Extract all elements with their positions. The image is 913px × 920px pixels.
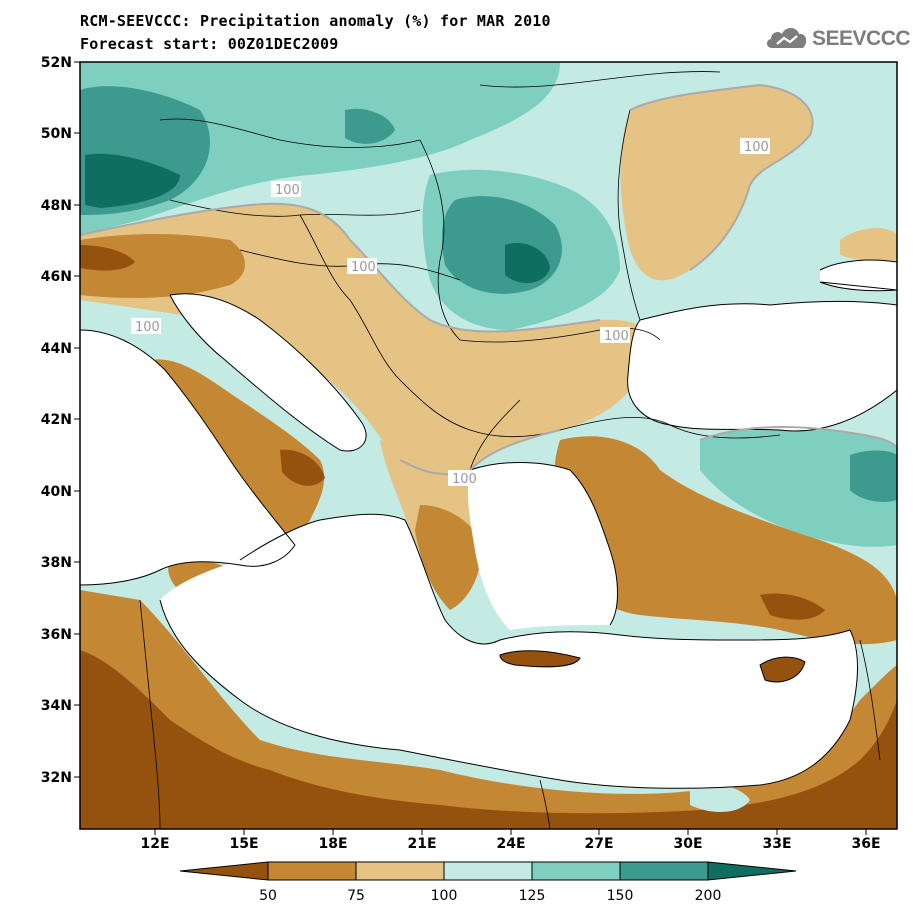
contour-label-bg	[271, 181, 301, 197]
contour-label-100: 100	[275, 183, 300, 198]
contour-label-100: 100	[351, 260, 376, 275]
lat-label: 40N	[40, 484, 72, 500]
wet-region-northwest	[80, 62, 560, 235]
lon-label: 21E	[407, 836, 437, 852]
map-title: RCM-SEEVCCC: Precipitation anomaly (%) f…	[80, 12, 551, 30]
extreme-wet-region-germany	[85, 153, 180, 208]
dry-region-ukraine	[620, 85, 813, 281]
dry-region-north-africa	[80, 590, 897, 829]
aegean-sea	[467, 462, 618, 630]
sea-of-azov	[820, 260, 897, 291]
strong-dry-region-turkey	[760, 593, 825, 620]
wet-region-nile-delta	[690, 784, 750, 812]
cloud-icon	[766, 28, 807, 48]
colorbar-segment-50-75	[267, 861, 357, 881]
contour-label-100: 100	[452, 472, 477, 487]
moderate-dry-region-greece	[415, 505, 481, 610]
lon-label: 27E	[584, 836, 614, 852]
lon-label: 12E	[140, 836, 170, 852]
strong-dry-region-north-africa	[80, 650, 897, 829]
lon-label: 33E	[762, 836, 792, 852]
wet-region-anatolia	[700, 427, 897, 547]
colorbar-segment-above-200	[707, 861, 797, 881]
crete-island	[500, 650, 580, 667]
lat-label: 44N	[40, 341, 72, 357]
colorbar	[179, 861, 797, 881]
lat-label: 34N	[40, 698, 72, 714]
colorbar-label: 150	[606, 888, 634, 904]
lat-label: 42N	[40, 412, 72, 428]
black-sea	[627, 301, 897, 431]
sea-mask	[80, 260, 897, 789]
colorbar-segment-75-100	[355, 861, 445, 881]
extreme-wet-region-carpathians	[505, 242, 550, 284]
colorbar-label: 75	[347, 888, 365, 904]
contour-label-bg	[600, 327, 630, 343]
lat-label: 46N	[40, 269, 72, 285]
contour-label-bg	[740, 138, 770, 154]
contour-label-100: 100	[135, 320, 160, 335]
dry-region-ukraine-east	[840, 228, 897, 263]
strong-dry-region-italy	[280, 449, 325, 486]
very-wet-region-poland	[345, 108, 395, 144]
map-frame	[79, 61, 898, 830]
colorbar-segment-100-125	[443, 861, 533, 881]
adriatic-sea	[170, 293, 367, 451]
contour-label-bg	[347, 258, 377, 274]
contour-labels: 100 100 100 100 100 100	[131, 138, 770, 487]
very-wet-region-anatolia	[850, 450, 897, 502]
lon-label: 15E	[229, 836, 259, 852]
colorbar-segment-125-150	[531, 861, 621, 881]
contour-label-100: 100	[744, 140, 769, 155]
lat-label: 38N	[40, 555, 72, 571]
contour-100	[80, 83, 897, 476]
coastlines	[80, 259, 897, 789]
tyrrhenian-sea	[80, 330, 295, 585]
contour-label-bg	[448, 470, 478, 486]
axis-ticks	[74, 61, 867, 835]
lon-label: 24E	[496, 836, 526, 852]
forecast-start-subtitle: Forecast start: 00Z01DEC2009	[80, 35, 339, 53]
ionian-mediterranean-sea	[160, 514, 858, 789]
lon-label: 36E	[851, 836, 881, 852]
colorbar-segment-150-200	[619, 861, 709, 881]
seevccc-logo: SEEVCCC	[764, 22, 911, 56]
contour-label-100: 100	[604, 329, 629, 344]
cyprus-island	[760, 657, 805, 682]
lon-label: 18E	[318, 836, 348, 852]
dry-region-turkey	[554, 436, 897, 645]
strong-dry-region-alps	[80, 245, 135, 271]
lat-label: 36N	[40, 627, 72, 643]
lat-label: 52N	[40, 55, 72, 71]
moderate-dry-region-alps	[80, 234, 245, 298]
colorbar-label: 100	[430, 888, 458, 904]
colorbar-label: 200	[694, 888, 722, 904]
lat-label: 32N	[40, 770, 72, 786]
lat-label: 50N	[40, 126, 72, 142]
colorbar-label: 50	[259, 888, 277, 904]
colorbar-label: 125	[518, 888, 546, 904]
logo-text: SEEVCCC	[812, 27, 911, 50]
lat-label: 48N	[40, 198, 72, 214]
contour-label-bg	[131, 318, 161, 334]
lon-label: 30E	[673, 836, 703, 852]
colorbar-segment-below-50	[179, 861, 269, 881]
